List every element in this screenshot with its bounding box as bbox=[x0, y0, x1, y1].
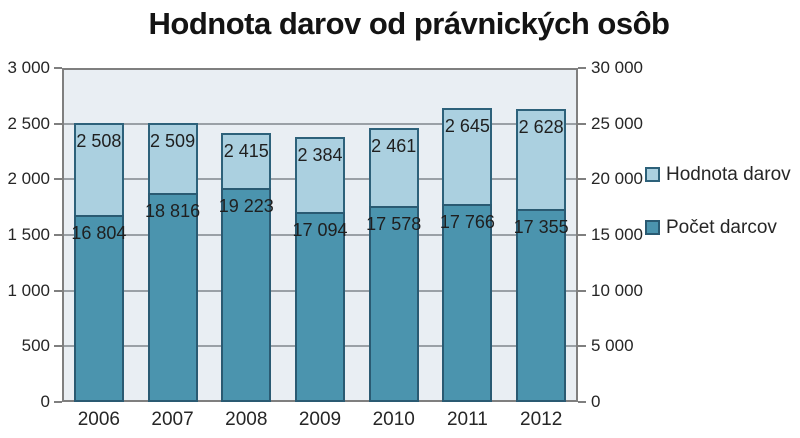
legend-label-pocet-darcov: Počet darcov bbox=[666, 216, 777, 238]
right-axis-tick-label: 0 bbox=[591, 392, 601, 411]
right-axis-tick-label: 10 000 bbox=[591, 280, 643, 300]
legend-swatch-hodnota-darov-icon bbox=[645, 167, 660, 182]
legend-label-hodnota-darov: Hodnota darov bbox=[666, 163, 791, 185]
right-axis-tick-label: 15 000 bbox=[591, 225, 643, 244]
data-label-pocet-2009: 17 094 bbox=[292, 219, 348, 240]
left-axis-tick-label: 1 500 bbox=[7, 225, 50, 244]
legend-swatch-pocet-darcov-icon bbox=[645, 220, 660, 235]
data-label-pocet-2006: 16 804 bbox=[71, 222, 127, 243]
right-axis-tick bbox=[578, 122, 586, 125]
data-label-hodnota-2006: 2 508 bbox=[76, 130, 122, 151]
data-label-hodnota-2012: 2 628 bbox=[518, 117, 564, 138]
left-axis-tick-label: 3 000 bbox=[7, 58, 50, 77]
data-label-hodnota-2009: 2 384 bbox=[297, 144, 343, 165]
chart-title: Hodnota darov od právnických osôb bbox=[148, 6, 670, 41]
data-label-hodnota-2010: 2 461 bbox=[371, 136, 417, 156]
bar-pocet-darcov-2011 bbox=[442, 204, 493, 402]
x-axis-category-label: 2012 bbox=[520, 409, 563, 430]
data-label-pocet-2007: 18 816 bbox=[145, 200, 201, 221]
x-axis-category-label: 2011 bbox=[446, 409, 488, 430]
right-axis-tick-label: 5 000 bbox=[591, 336, 634, 356]
legend-item-pocet-darcov: Počet darcov bbox=[645, 216, 777, 239]
left-axis-tick-label: 2 000 bbox=[7, 169, 50, 189]
right-axis-tick bbox=[578, 67, 586, 69]
x-axis-category-label: 2010 bbox=[372, 409, 415, 430]
data-label-pocet-2012: 17 355 bbox=[513, 216, 569, 237]
gridline bbox=[64, 122, 576, 125]
left-axis-tick bbox=[54, 234, 62, 236]
x-axis-category-label: 2008 bbox=[225, 409, 268, 430]
left-axis-tick-label: 1 000 bbox=[7, 280, 50, 300]
bar-pocet-darcov-2009 bbox=[295, 211, 345, 402]
bar-pocet-darcov-2010 bbox=[368, 206, 419, 402]
data-label-pocet-2011: 17 766 bbox=[439, 212, 495, 233]
left-axis-tick bbox=[54, 401, 62, 403]
right-axis-tick bbox=[578, 289, 586, 292]
right-axis-tick bbox=[578, 234, 586, 236]
bar-pocet-darcov-2006 bbox=[73, 214, 124, 402]
right-axis-tick-label: 20 000 bbox=[591, 169, 643, 189]
right-axis-tick bbox=[578, 401, 586, 403]
left-axis-tick-label: 0 bbox=[40, 392, 50, 411]
bar-pocet-darcov-2008 bbox=[221, 187, 272, 402]
data-label-pocet-2010: 17 578 bbox=[366, 214, 422, 235]
right-axis-tick-label: 25 000 bbox=[591, 113, 643, 133]
right-axis-tick bbox=[578, 345, 586, 348]
left-axis-tick-label: 2 500 bbox=[7, 113, 50, 133]
left-axis-tick bbox=[54, 345, 62, 348]
x-axis-category-label: 2006 bbox=[77, 409, 120, 430]
left-axis-tick bbox=[54, 289, 62, 292]
x-axis-category-label: 2007 bbox=[151, 409, 194, 430]
bar-pocet-darcov-2007 bbox=[147, 192, 198, 402]
x-axis-category-label: 2009 bbox=[298, 409, 342, 430]
data-label-hodnota-2008: 2 415 bbox=[223, 141, 269, 162]
data-label-pocet-2008: 19 223 bbox=[218, 195, 274, 216]
left-axis-tick-label: 500 bbox=[21, 336, 50, 356]
left-axis-tick bbox=[54, 67, 62, 69]
bar-pocet-darcov-2012 bbox=[516, 208, 567, 402]
legend-item-hodnota-darov: Hodnota darov bbox=[645, 163, 791, 186]
right-axis-tick bbox=[578, 178, 586, 181]
left-axis-tick bbox=[54, 122, 62, 125]
data-label-hodnota-2011: 2 645 bbox=[444, 115, 490, 136]
left-axis-tick bbox=[54, 178, 62, 181]
right-axis-tick-label: 30 000 bbox=[591, 58, 643, 77]
data-label-hodnota-2007: 2 509 bbox=[150, 130, 196, 151]
